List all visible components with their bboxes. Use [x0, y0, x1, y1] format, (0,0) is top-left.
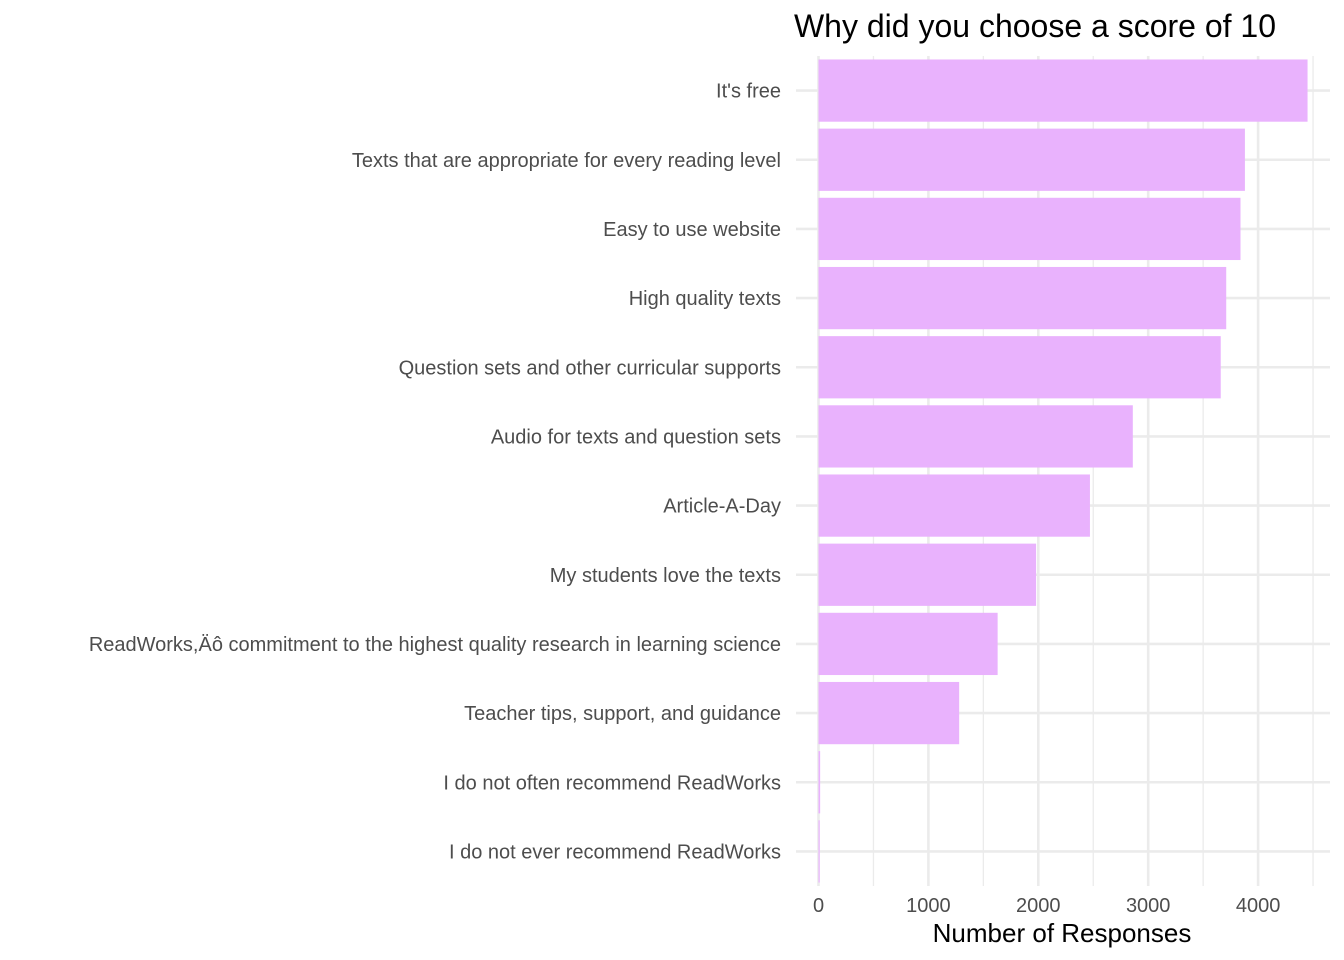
- bar: [818, 543, 1037, 606]
- chart-title: Why did you choose a score of 10: [794, 8, 1276, 44]
- category-label: Easy to use website: [603, 219, 781, 241]
- category-label: It's free: [716, 81, 781, 103]
- category-labels: It's free Texts that are appropriate for …: [89, 81, 781, 864]
- bar: [818, 474, 1090, 537]
- x-tick-label: 4000: [1236, 895, 1281, 917]
- x-tick-label: 0: [813, 895, 824, 917]
- category-label: Texts that are appropriate for every rea…: [352, 150, 781, 172]
- x-tick-label: 3000: [1126, 895, 1171, 917]
- bar: [818, 128, 1245, 191]
- bar: [818, 59, 1308, 122]
- category-label: Teacher tips, support, and guidance: [464, 703, 781, 725]
- category-label: I do not ever recommend ReadWorks: [449, 841, 781, 863]
- bar: [818, 197, 1241, 261]
- category-label: My students love the texts: [550, 565, 781, 587]
- category-label: Question sets and other curricular suppo…: [399, 357, 781, 379]
- x-tick-label: 1000: [906, 895, 951, 917]
- category-label: Article-A-Day: [663, 496, 781, 518]
- x-tick-label: 2000: [1016, 895, 1061, 917]
- category-label: High quality texts: [629, 288, 781, 310]
- bars: [818, 59, 1308, 883]
- x-axis-title: Number of Responses: [933, 918, 1192, 948]
- category-label: ReadWorks,Äô commitment to the highest q…: [89, 634, 781, 656]
- category-label: Audio for texts and question sets: [491, 426, 781, 448]
- x-tick-labels: 0 1000 2000 3000 4000: [813, 895, 1280, 917]
- category-label: I do not often recommend ReadWorks: [443, 772, 781, 794]
- bar: [818, 266, 1227, 330]
- bar: [818, 681, 960, 745]
- bar: [818, 751, 821, 814]
- bar: [818, 612, 998, 676]
- bar: [818, 820, 820, 883]
- bar: [818, 336, 1221, 399]
- bar: [818, 405, 1133, 468]
